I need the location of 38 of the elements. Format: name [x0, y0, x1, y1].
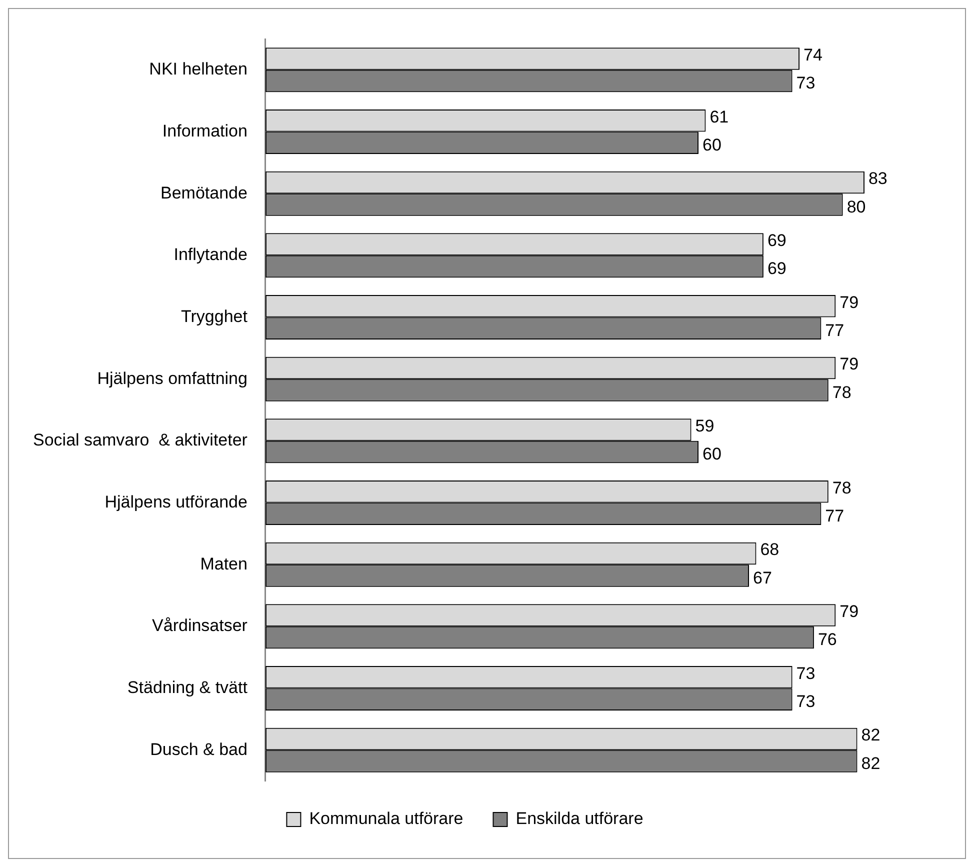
data-label: 76 [818, 630, 837, 650]
data-label: 61 [710, 107, 729, 126]
y-tick-label: Dusch & bad [150, 740, 248, 759]
data-label: 67 [753, 568, 772, 588]
data-label: 78 [832, 478, 852, 498]
data-label: 60 [702, 136, 722, 155]
legend-label: Enskilda utförare [516, 809, 644, 828]
data-label: 68 [760, 540, 780, 560]
y-tick-label: Vårdinsatser [152, 616, 248, 636]
y-tick-label: Trygghet [181, 306, 248, 326]
data-label: 79 [840, 602, 859, 621]
data-label: 80 [846, 197, 866, 216]
data-label: 79 [840, 354, 859, 374]
y-tick-label: Bemötande [160, 183, 248, 202]
data-label: 60 [702, 444, 722, 464]
y-tick-label: Hjälpens omfattning [97, 368, 248, 388]
data-label: 82 [861, 726, 880, 745]
data-label: 59 [695, 416, 714, 436]
data-label: 83 [868, 169, 888, 188]
data-label: 69 [767, 230, 786, 250]
legend-label: Kommunala utförare [309, 809, 464, 828]
data-label: 73 [796, 664, 816, 683]
data-label: 79 [840, 292, 859, 312]
y-tick-label: Social samvaro & aktiviteter [33, 430, 248, 450]
data-label: 69 [767, 259, 786, 278]
data-label: 73 [796, 692, 816, 712]
data-label: 73 [796, 74, 816, 93]
y-tick-label: NKI helheten [149, 60, 248, 79]
y-tick-label: Städning & tvätt [127, 678, 248, 697]
data-label: 78 [832, 382, 852, 402]
data-label: 82 [861, 754, 880, 773]
data-label: 74 [804, 45, 822, 64]
data-label: 77 [825, 321, 844, 340]
y-tick-label: Inflytande [174, 245, 248, 264]
y-tick-label: Information [162, 121, 248, 140]
y-tick-label: Hjälpens utförande [104, 492, 248, 512]
data-label: 77 [825, 506, 844, 526]
y-tick-label: Maten [200, 554, 248, 574]
